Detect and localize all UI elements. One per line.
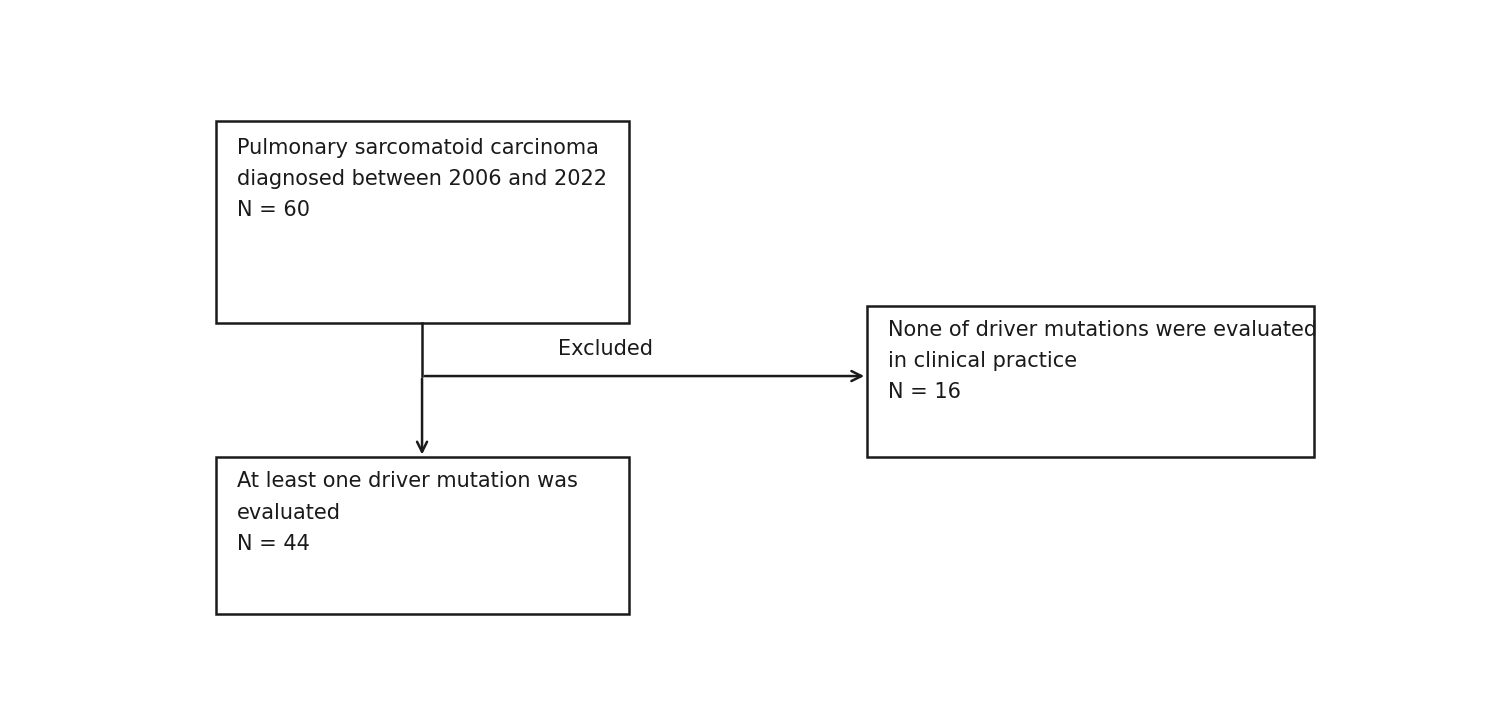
Text: Excluded: Excluded <box>558 339 654 359</box>
Text: At least one driver mutation was
evaluated
N = 44: At least one driver mutation was evaluat… <box>237 471 579 554</box>
Bar <box>216 121 630 323</box>
Bar <box>216 457 630 614</box>
Text: Pulmonary sarcomatoid carcinoma
diagnosed between 2006 and 2022
N = 60: Pulmonary sarcomatoid carcinoma diagnose… <box>237 138 607 220</box>
Text: None of driver mutations were evaluated
in clinical practice
N = 16: None of driver mutations were evaluated … <box>887 320 1318 403</box>
Bar <box>866 306 1315 457</box>
